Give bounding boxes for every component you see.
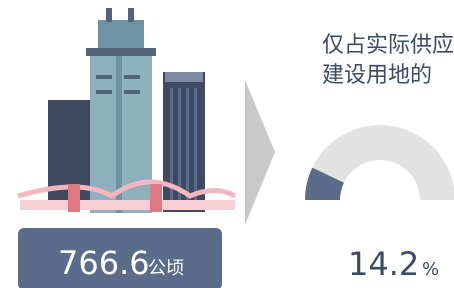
- percent-value: 14.2: [348, 245, 419, 283]
- area-unit: 公顷: [148, 258, 184, 279]
- infographic: 766.6 公顷 仅占实际供应 建设用地的 14.2 %: [0, 0, 454, 288]
- arrow: [245, 80, 275, 225]
- caption-line: 建设用地的: [322, 63, 432, 88]
- caption-line: 仅占实际供应: [322, 33, 454, 58]
- area-value: 766.6: [58, 244, 150, 282]
- city-illustration: [18, 8, 235, 213]
- gauge: [305, 125, 454, 200]
- percent-unit: %: [422, 259, 439, 280]
